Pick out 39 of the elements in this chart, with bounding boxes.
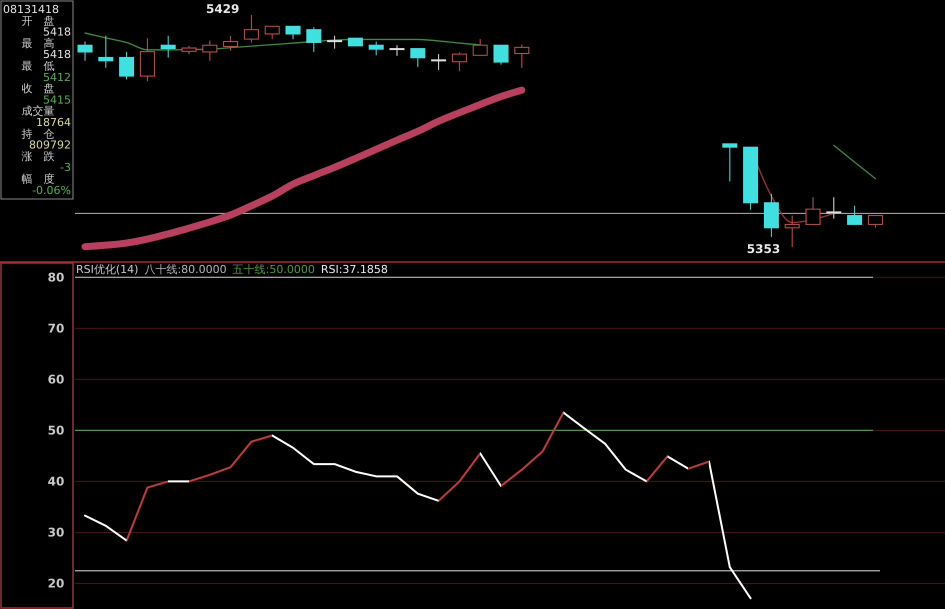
text: 5415 — [43, 93, 71, 106]
y-tick-label: 70 — [48, 321, 64, 336]
text: 持 仓 — [22, 127, 54, 140]
text: -3 — [60, 161, 71, 174]
text: 收 盘 — [22, 82, 54, 96]
candlestick — [431, 54, 446, 70]
text: 18764 — [36, 116, 71, 129]
text: 08131418 — [3, 3, 59, 16]
text: 5418 — [43, 26, 71, 39]
candlestick — [98, 35, 114, 68]
text: -0.06% — [32, 184, 71, 197]
text: 5412 — [43, 70, 71, 84]
line-series — [84, 412, 752, 600]
candlestick — [160, 35, 176, 58]
annotation: 5353 — [746, 242, 780, 256]
text: 5418 — [43, 48, 71, 62]
y-tick-label: 80 — [48, 270, 64, 284]
text: 幅 度 — [22, 172, 54, 186]
y-tick-label: 40 — [48, 474, 64, 488]
y-tick-label: 20 — [48, 576, 64, 590]
text: 最 高 — [22, 36, 54, 50]
text: 最 低 — [22, 60, 54, 72]
candlestick — [119, 51, 134, 80]
ref-line-label: 五十线:50.0000 — [232, 263, 315, 276]
candlestick — [514, 44, 530, 68]
text: 涨 跌 — [22, 150, 54, 163]
candlestick — [244, 14, 259, 43]
chart-title: RSI优化(14) — [76, 263, 138, 276]
text: 开 盘 — [22, 14, 54, 28]
text: 成交量 — [22, 104, 54, 118]
y-tick-label: 50 — [48, 423, 64, 438]
ref-line-label: 八十线:80.0000 — [144, 263, 227, 276]
y-tick-label: 60 — [48, 372, 64, 386]
annotation: RSI:37.1858 — [320, 263, 388, 276]
candlestick — [764, 193, 779, 238]
text: 809792 — [29, 138, 71, 152]
candlestick — [784, 215, 800, 248]
annotation: 5429 — [206, 2, 240, 16]
y-tick-label: 30 — [48, 525, 64, 540]
